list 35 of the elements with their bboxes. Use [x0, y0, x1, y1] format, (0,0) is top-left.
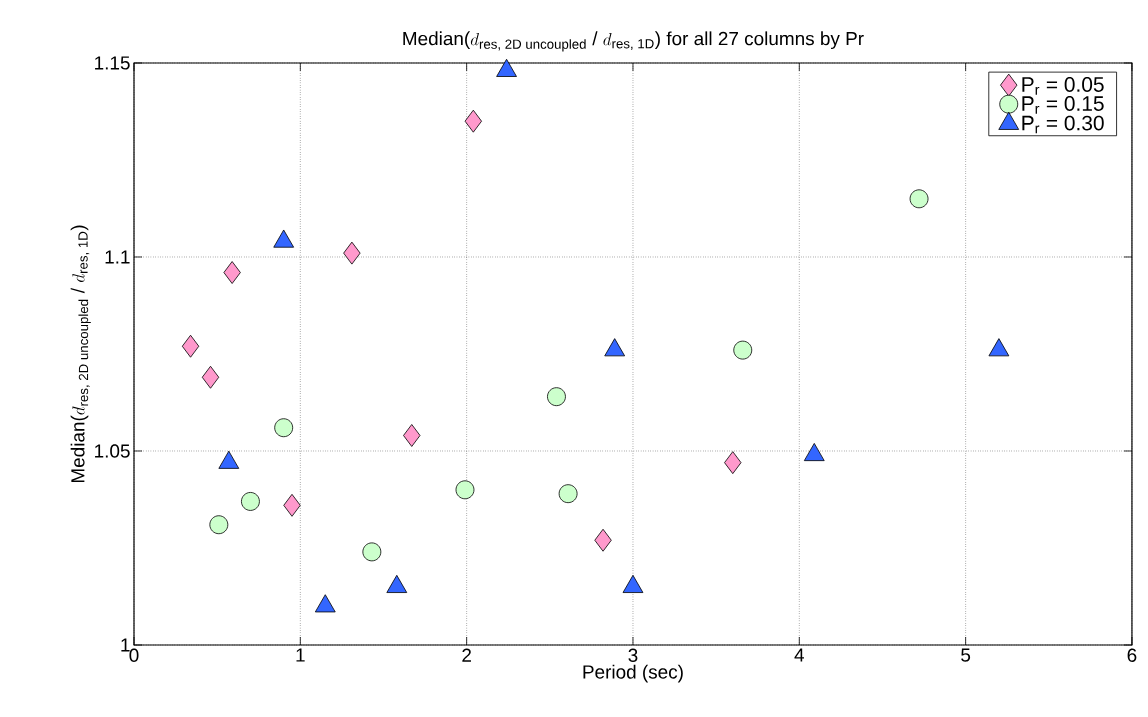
x-tick-label: 4 — [794, 648, 805, 662]
legend-label: P$_{r}$ = 0.15 — [1022, 96, 1104, 114]
x-tick-label: 1 — [296, 648, 305, 662]
chart-title: $\text{Median(}d_{\text{res, 2D uncoupled}}\text{ / }d_{\text{res, 1D}}\text{) for all 27 columns by Pr}$ — [403, 31, 864, 52]
x-tick-label: 0 — [129, 648, 139, 662]
y-tick-label: 1.1 — [105, 250, 130, 264]
point — [733, 340, 753, 360]
y-tick-label: 1.15 — [95, 56, 130, 70]
point — [343, 241, 361, 265]
point — [547, 387, 566, 407]
point — [241, 492, 260, 511]
point — [181, 334, 200, 358]
point — [909, 189, 929, 209]
point — [594, 528, 612, 552]
point — [201, 365, 220, 389]
point — [464, 109, 482, 133]
x-tick-label: 5 — [961, 648, 971, 662]
point — [209, 515, 229, 535]
point — [274, 418, 294, 438]
x-tick-label: 6 — [1127, 648, 1137, 662]
point — [283, 493, 301, 517]
point — [223, 261, 241, 284]
y-tick-label: 1 — [121, 638, 130, 652]
legend-label: P$_{r}$ = 0.30 — [1022, 115, 1104, 134]
x-tick-label: 3 — [628, 648, 638, 662]
point — [455, 480, 475, 500]
point — [558, 484, 578, 504]
point — [362, 542, 382, 562]
x-axis-title: Period (sec) — [583, 664, 683, 683]
point — [724, 451, 742, 475]
x-tick-label: 2 — [462, 648, 471, 662]
legend-label: P$_{r}$ = 0.05 — [1022, 77, 1104, 95]
point — [403, 424, 421, 447]
y-tick-label: 1.05 — [95, 444, 130, 458]
y-axis-title: $\text{Median(}d_{\text{res, 2D uncoupled}}\text{ / }d_{\text{res, 1D}}\text{)}$ — [70, 225, 91, 483]
